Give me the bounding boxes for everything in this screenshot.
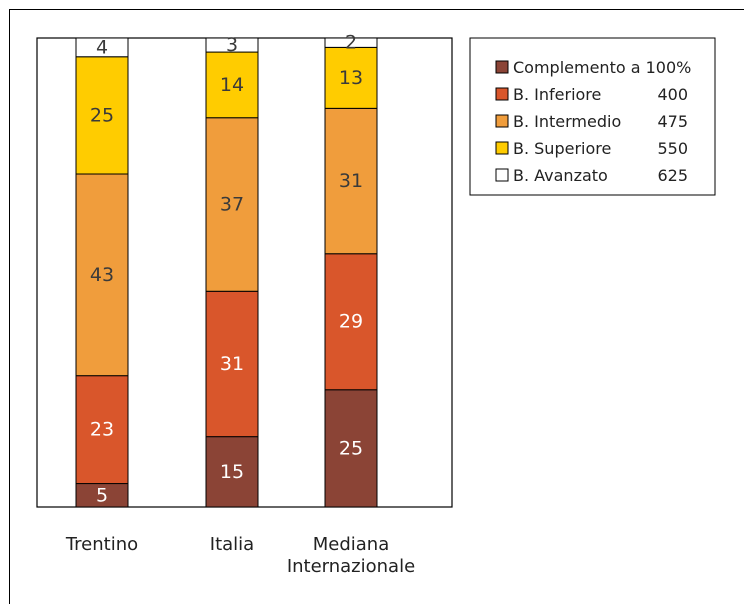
legend-swatch-3 bbox=[495, 141, 509, 155]
category-label-1-0: Italia bbox=[210, 534, 254, 555]
bar-segment-0-4 bbox=[75, 37, 129, 58]
category-label-2-1: Internazionale bbox=[287, 556, 415, 577]
chart-frame bbox=[9, 9, 744, 604]
bar-segment-0-3 bbox=[75, 56, 129, 175]
data-label-1-1: 31 bbox=[220, 353, 244, 375]
legend-label-0: Complemento a 100% bbox=[513, 58, 691, 77]
legend-swatch-0 bbox=[495, 60, 509, 74]
data-label-1-3: 14 bbox=[220, 74, 244, 96]
data-label-2-4: 2 bbox=[345, 32, 357, 54]
legend-label-4: B. Avanzato bbox=[513, 166, 608, 185]
legend-box bbox=[469, 37, 716, 196]
legend-label-1: B. Inferiore bbox=[513, 85, 601, 104]
data-label-1-0: 15 bbox=[220, 461, 244, 483]
legend-swatch-1 bbox=[495, 87, 509, 101]
data-label-0-1: 23 bbox=[90, 419, 114, 441]
category-label-0-0: Trentino bbox=[65, 534, 138, 555]
category-label-2-0: Mediana bbox=[313, 534, 390, 555]
bar-segment-1-1 bbox=[205, 290, 259, 438]
data-label-2-3: 13 bbox=[339, 67, 363, 89]
data-label-2-2: 31 bbox=[339, 170, 363, 192]
legend-threshold-2: 475 bbox=[657, 112, 688, 131]
legend-label-3: B. Superiore bbox=[513, 139, 611, 158]
data-label-0-2: 43 bbox=[90, 264, 114, 286]
legend-threshold-3: 550 bbox=[657, 139, 688, 158]
bar-segment-0-1 bbox=[75, 375, 129, 485]
data-label-0-3: 25 bbox=[90, 104, 114, 126]
data-label-2-1: 29 bbox=[339, 311, 363, 333]
legend-threshold-1: 400 bbox=[657, 85, 688, 104]
bar-segment-2-3 bbox=[324, 46, 378, 109]
bar-segment-2-1 bbox=[324, 253, 378, 391]
legend-threshold-4: 625 bbox=[657, 166, 688, 185]
data-label-0-4: 4 bbox=[96, 36, 108, 58]
bar-segment-0-2 bbox=[75, 173, 129, 377]
legend-swatch-4 bbox=[495, 168, 509, 182]
legend-label-2: B. Intermedio bbox=[513, 112, 621, 131]
bar-segment-2-2 bbox=[324, 107, 378, 255]
data-label-1-2: 37 bbox=[220, 193, 244, 215]
data-label-0-0: 5 bbox=[96, 484, 108, 506]
bar-segment-2-0 bbox=[324, 389, 378, 508]
data-label-2-0: 25 bbox=[339, 437, 363, 459]
bar-segment-2-4 bbox=[324, 37, 378, 48]
data-label-1-4: 3 bbox=[226, 34, 238, 56]
legend-swatch-2 bbox=[495, 114, 509, 128]
bar-segment-1-4 bbox=[205, 37, 259, 53]
bar-segment-1-0 bbox=[205, 436, 259, 508]
